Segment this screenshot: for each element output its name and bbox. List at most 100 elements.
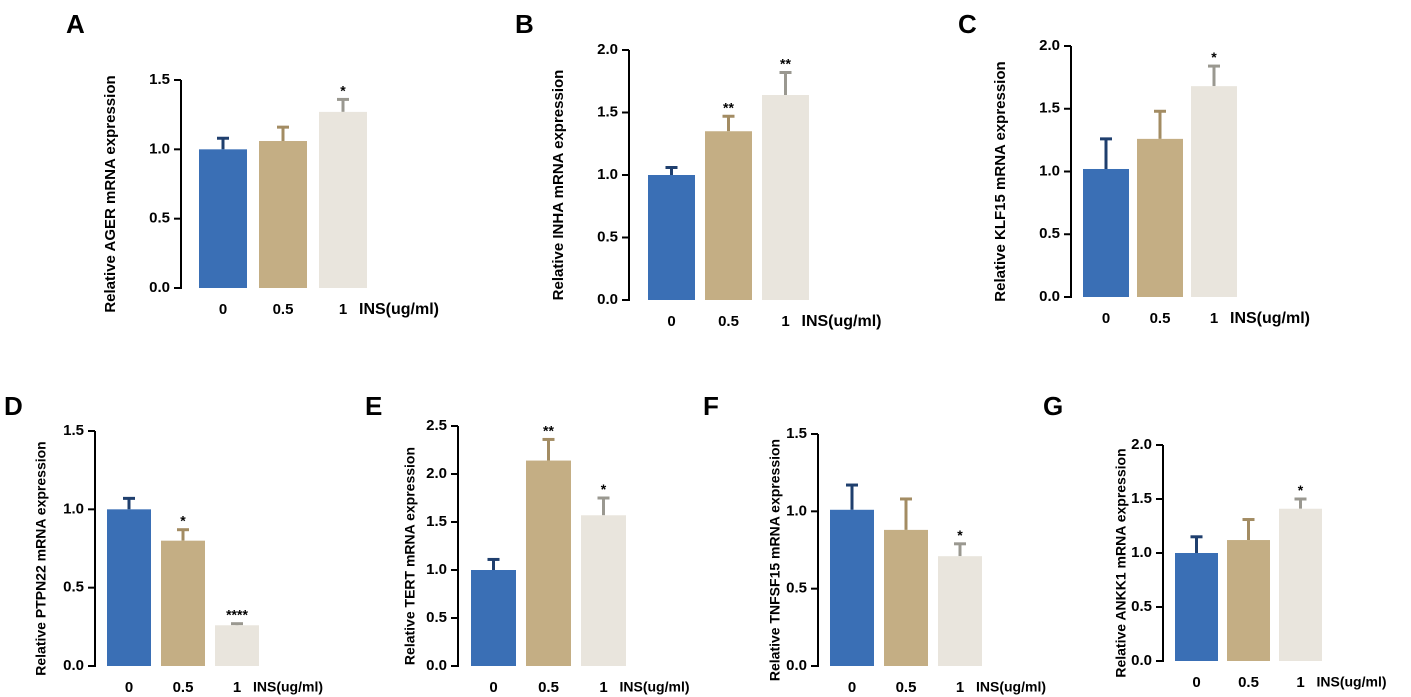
significance-label: * (180, 513, 186, 529)
y-tick-label: 1.5 (63, 422, 84, 439)
x-axis-unit-label: INS(ug/ml) (802, 313, 882, 330)
bar-0 (1083, 168, 1129, 297)
bar-0.5 (259, 141, 307, 288)
panel-letter: F (703, 391, 719, 421)
significance-label: ** (543, 422, 554, 438)
y-tick-label: 0.5 (786, 580, 807, 597)
y-tick-label: 2.0 (597, 41, 618, 58)
bar-0 (1175, 553, 1218, 661)
x-category-label: 1 (781, 313, 789, 330)
y-axis-label: Relative PTPN22 mRNA expression (33, 441, 49, 675)
significance-label: ** (723, 99, 734, 115)
y-tick-label: 2.0 (1131, 436, 1152, 453)
y-tick-label: 1.0 (786, 502, 807, 519)
y-tick-label: 2.5 (426, 417, 447, 434)
y-axis-label: Relative TERT mRNA expression (402, 447, 418, 665)
x-category-label: 0.5 (896, 679, 917, 696)
bar-1 (938, 556, 982, 666)
significance-label: * (1298, 482, 1304, 498)
y-tick-label: 1.0 (1039, 162, 1060, 179)
x-axis-unit-label: INS(ug/ml) (359, 301, 439, 318)
panel-a: A 0.0 0.5 1.0 1.5 Relative AGER mRNA expressi… (66, 9, 439, 318)
significance-label: * (340, 82, 346, 98)
x-category-label: 0.5 (1150, 310, 1171, 327)
y-tick-label: 0.0 (149, 279, 170, 296)
x-category-label: 0.5 (718, 313, 739, 330)
panel-letter: A (66, 9, 85, 39)
x-category-label: 0.5 (173, 679, 194, 696)
panel-letter: D (4, 391, 23, 421)
bar-1 (319, 111, 367, 288)
y-tick-label: 0.5 (1131, 598, 1152, 615)
x-category-label: 0 (667, 313, 675, 330)
x-category-label: 0 (125, 679, 133, 696)
bar-0.5 (884, 529, 928, 666)
bar-0.5 (1137, 138, 1183, 297)
x-category-label: 1 (956, 679, 964, 696)
x-category-label: 0.5 (273, 301, 294, 318)
bar-0.5 (705, 131, 752, 300)
bar-0 (648, 175, 695, 300)
y-tick-label: 0.5 (63, 579, 84, 596)
x-category-label: 0 (489, 679, 497, 696)
panel-d: D 0.0 0.5 1.0 1.5 Relative PTPN22 mRNA expres… (4, 391, 323, 696)
panel-e: E 0.0 0.5 1.0 1.5 2.0 2.5 Relative TERT mRNA ex… (365, 391, 690, 696)
y-tick-label: 1.5 (786, 425, 807, 442)
y-tick-label: 0.5 (597, 228, 618, 245)
bar-0 (199, 149, 247, 288)
y-tick-label: 0.0 (1131, 652, 1152, 669)
y-tick-label: 1.5 (1039, 100, 1060, 117)
y-tick-label: 1.5 (1131, 490, 1152, 507)
x-category-label: 0 (1102, 310, 1110, 327)
x-axis-unit-label: INS(ug/ml) (1230, 310, 1310, 327)
x-category-label: 1 (233, 679, 241, 696)
bar-1 (1279, 508, 1322, 661)
x-axis-unit-label: INS(ug/ml) (253, 679, 323, 695)
bar-0 (471, 570, 516, 666)
panel-letter: B (515, 9, 534, 39)
y-axis-label: Relative TNFSF15 mRNA expression (767, 439, 783, 681)
y-tick-label: 1.5 (149, 71, 170, 88)
y-tick-label: 1.5 (597, 103, 618, 120)
x-axis-unit-label: INS(ug/ml) (620, 679, 690, 695)
bar-1 (215, 625, 259, 666)
y-axis-label: Relative ANKK1 mRNA expression (1113, 448, 1129, 677)
y-tick-label: 1.0 (426, 561, 447, 578)
panel-letter: C (958, 9, 977, 39)
y-tick-label: 1.0 (1131, 544, 1152, 561)
y-tick-label: 0.0 (597, 291, 618, 308)
x-category-label: 1 (1296, 674, 1304, 691)
bar-0 (107, 509, 151, 666)
y-tick-label: 0.0 (786, 657, 807, 674)
x-category-label: 0 (1192, 674, 1200, 691)
y-tick-label: 2.0 (1039, 37, 1060, 54)
y-tick-label: 1.0 (63, 500, 84, 517)
panel-letter: E (365, 391, 382, 421)
bar-1 (762, 95, 809, 300)
y-tick-label: 0.0 (426, 657, 447, 674)
x-category-label: 1 (339, 301, 347, 318)
significance-label: ** (780, 56, 791, 72)
bar-0.5 (161, 540, 205, 666)
x-category-label: 0.5 (1238, 674, 1259, 691)
x-category-label: 0 (219, 301, 227, 318)
x-category-label: 1 (599, 679, 607, 696)
y-tick-label: 0.5 (149, 210, 170, 227)
x-category-label: 1 (1210, 310, 1218, 327)
panel-letter: G (1043, 391, 1063, 421)
bar-0 (830, 509, 874, 666)
y-axis-label: Relative INHA mRNA expression (550, 70, 567, 301)
y-axis-label: Relative AGER mRNA expression (102, 75, 119, 312)
y-tick-label: 0.0 (63, 657, 84, 674)
significance-label: * (601, 481, 607, 497)
y-tick-label: 0.5 (426, 609, 447, 626)
y-tick-label: 0.0 (1039, 288, 1060, 305)
bar-0.5 (526, 460, 571, 666)
bar-1 (581, 515, 626, 666)
significance-label: **** (226, 607, 248, 623)
significance-label: * (957, 527, 963, 543)
significance-label: * (1211, 49, 1217, 65)
